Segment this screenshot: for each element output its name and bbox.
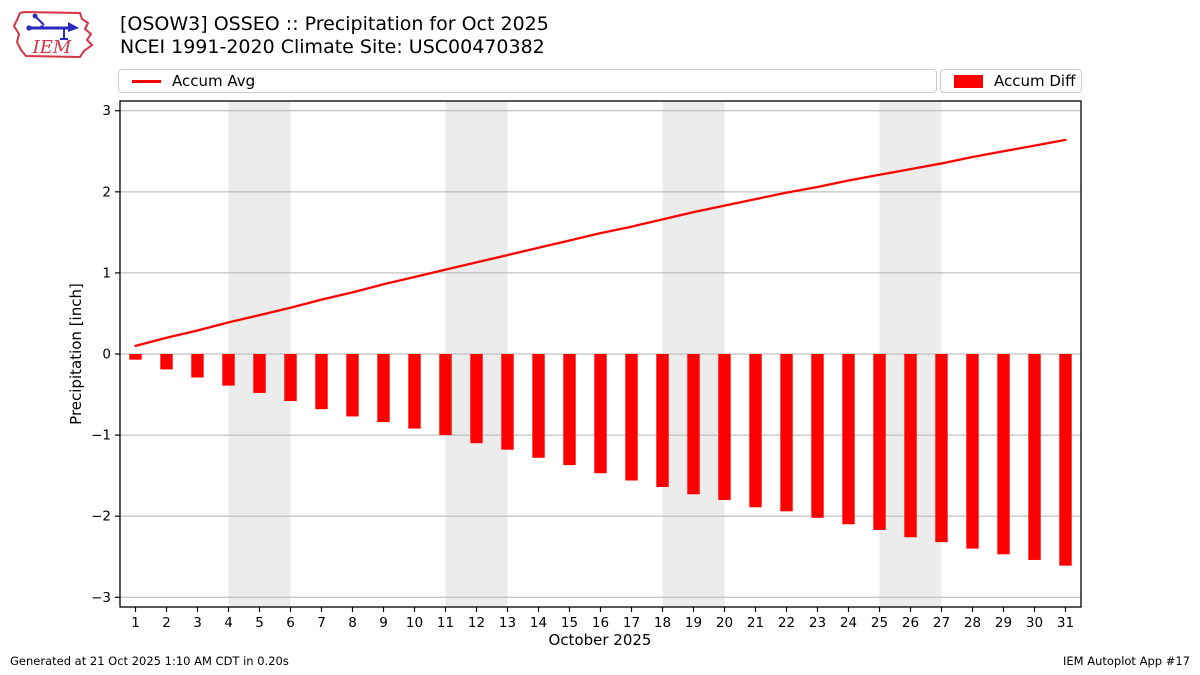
bar-day-9 [377, 354, 390, 423]
y-tick-label: −2 [91, 509, 111, 525]
y-tick-label: 3 [102, 103, 111, 119]
bar-day-7 [315, 354, 328, 410]
x-tick-label: 15 [561, 615, 578, 631]
generated-timestamp: Generated at 21 Oct 2025 1:10 AM CDT in … [10, 654, 289, 668]
x-tick-label: 27 [933, 615, 950, 631]
iowa-outline [12, 10, 94, 59]
x-tick-label: 10 [406, 615, 423, 631]
legend: Accum Avg Accum Diff [118, 69, 1082, 93]
x-tick-label: 30 [1026, 615, 1043, 631]
bar-day-17 [625, 354, 638, 481]
x-tick-label: 4 [224, 615, 233, 631]
x-tick-label: 7 [317, 615, 326, 631]
bar-day-15 [563, 354, 576, 466]
bar-day-19 [687, 354, 700, 495]
bar-day-4 [222, 354, 235, 386]
y-tick-label: −1 [91, 428, 111, 444]
bar-day-18 [656, 354, 669, 487]
bar-day-20 [718, 354, 731, 500]
x-tick-label: 2 [162, 615, 171, 631]
bar-day-30 [1028, 354, 1041, 560]
x-tick-label: 22 [778, 615, 795, 631]
x-tick-label: 16 [592, 615, 609, 631]
x-tick-label: 25 [871, 615, 888, 631]
chart-title: [OSOW3] OSSEO :: Precipitation for Oct 2… [120, 13, 549, 35]
bar-day-14 [532, 354, 545, 458]
bar-day-6 [284, 354, 297, 402]
x-tick-label: 3 [193, 615, 202, 631]
x-tick-label: 20 [716, 615, 733, 631]
bar-day-12 [470, 354, 483, 444]
x-tick-label: 24 [840, 615, 857, 631]
chart-subtitle: NCEI 1991-2020 Climate Site: USC00470382 [120, 36, 545, 58]
bar-day-1 [129, 354, 142, 360]
bar-day-27 [935, 354, 948, 543]
accum-avg-line-swatch [132, 79, 161, 83]
x-tick-label: 28 [964, 615, 981, 631]
x-tick-label: 31 [1057, 615, 1074, 631]
bar-day-22 [780, 354, 793, 512]
x-tick-label: 17 [623, 615, 640, 631]
accum-diff-bar-swatch [954, 74, 983, 88]
x-tick-label: 5 [255, 615, 264, 631]
x-tick-label: 18 [654, 615, 671, 631]
bar-day-11 [439, 354, 452, 436]
bar-day-31 [1059, 354, 1072, 566]
weathervane-icon [26, 13, 79, 40]
accum-avg-line [134, 138, 1067, 348]
y-tick-label: 1 [102, 265, 111, 281]
x-tick-label: 19 [685, 615, 702, 631]
x-tick-label: 12 [468, 615, 485, 631]
bar-day-28 [966, 354, 979, 549]
bar-day-23 [811, 354, 824, 518]
bar-day-24 [842, 354, 855, 525]
bar-day-16 [594, 354, 607, 474]
x-tick-label: 13 [499, 615, 516, 631]
bar-day-5 [253, 354, 266, 393]
bar-day-3 [191, 354, 204, 378]
bar-day-21 [749, 354, 762, 508]
iem-logo: IEM [8, 7, 96, 63]
y-tick-label: 0 [102, 347, 111, 363]
x-tick-label: 14 [530, 615, 547, 631]
x-tick-label: 11 [437, 615, 454, 631]
x-tick-label: 6 [286, 615, 295, 631]
legend-accum-diff: Accum Diff [940, 69, 1082, 93]
y-axis-label: Precipitation [inch] [67, 283, 85, 425]
bar-day-2 [160, 354, 173, 370]
bar-day-25 [873, 354, 886, 530]
y-tick-label: 2 [102, 184, 111, 200]
accum-avg-label: Accum Avg [172, 72, 256, 90]
x-tick-label: 8 [348, 615, 357, 631]
bar-day-26 [904, 354, 917, 538]
y-tick-label: −3 [91, 590, 111, 606]
legend-accum-avg: Accum Avg [118, 69, 937, 93]
bar-day-13 [501, 354, 514, 450]
x-tick-label: 1 [131, 615, 140, 631]
x-tick-label: 21 [747, 615, 764, 631]
iem-logo-text: IEM [32, 37, 72, 58]
iowa-outline-graphic: IEM [12, 10, 94, 59]
bar-day-8 [346, 354, 359, 417]
x-tick-label: 9 [379, 615, 388, 631]
app-credit: IEM Autoplot App #17 [1062, 654, 1190, 668]
x-tick-label: 29 [995, 615, 1012, 631]
x-tick-label: 26 [902, 615, 919, 631]
x-tick-label: 23 [809, 615, 826, 631]
bar-day-10 [408, 354, 421, 429]
accum-diff-label: Accum Diff [994, 72, 1076, 90]
page-title: [OSOW3] OSSEO :: Precipitation for Oct 2… [120, 13, 549, 59]
x-axis-label: October 2025 [548, 631, 652, 649]
bar-day-29 [997, 354, 1010, 555]
